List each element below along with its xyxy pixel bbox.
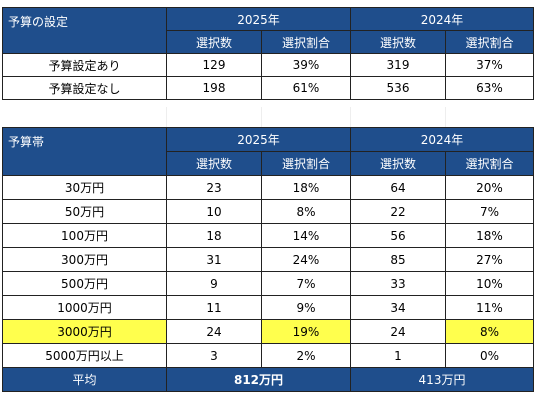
table2-subheader: 選択割合: [261, 151, 351, 176]
row-label: 50万円: [2, 199, 167, 224]
cell: 7%: [261, 271, 351, 296]
row-label: 500万円: [2, 271, 167, 296]
cell: 27%: [445, 247, 534, 272]
table1-subheader: 選択割合: [445, 30, 534, 54]
table-row: 5000万円以上 3 2% 1 0%: [2, 343, 534, 368]
row-label: 300万円: [2, 247, 167, 272]
row-label: 予算設定あり: [2, 53, 167, 77]
table-row: 100万円 18 14% 56 18%: [2, 223, 534, 248]
row-label: 1000万円: [2, 295, 167, 320]
cell: 319: [350, 53, 446, 77]
cell: 14%: [261, 223, 351, 248]
table1-year-2024-header: 2024年: [350, 7, 534, 31]
cell: 11%: [445, 295, 534, 320]
row-label: 100万円: [2, 223, 167, 248]
cell: 63%: [445, 76, 534, 100]
table-row: 1000万円 11 9% 34 11%: [2, 295, 534, 320]
average-2024: 413万円: [350, 367, 534, 392]
cell: 9%: [261, 295, 351, 320]
table-row: 30万円 23 18% 64 20%: [2, 175, 534, 200]
cell: 18%: [445, 223, 534, 248]
table2-subheader: 選択数: [350, 151, 446, 176]
average-label: 平均: [2, 367, 167, 392]
cell: 34: [350, 295, 446, 320]
cell: 39%: [261, 53, 351, 77]
cell: 18: [166, 223, 262, 248]
table1-subheader: 選択数: [350, 30, 446, 54]
cell: 2%: [261, 343, 351, 368]
cell: 129: [166, 53, 262, 77]
cell: 0%: [445, 343, 534, 368]
table-row-highlighted: 3000万円 24 19% 24 8%: [2, 319, 534, 344]
cell: 85: [350, 247, 446, 272]
row-label: 予算設定なし: [2, 76, 167, 100]
table2-corner-header: 予算帯: [2, 127, 167, 176]
cell: 24: [166, 319, 262, 344]
cell: 8%: [445, 319, 534, 344]
cell: 23: [166, 175, 262, 200]
table-row: 300万円 31 24% 85 27%: [2, 247, 534, 272]
row-label: 3000万円: [2, 319, 167, 344]
budget-range-table: 予算帯 2025年 2024年 選択数 選択割合 選択数 選択割合 30万円 2…: [2, 127, 534, 392]
cell: 11: [166, 295, 262, 320]
table2-subheader: 選択数: [166, 151, 262, 176]
table1-subheader: 選択割合: [261, 30, 351, 54]
table2-year-2024-header: 2024年: [350, 127, 534, 152]
table1-corner-header: 予算の設定: [2, 7, 167, 54]
cell: 20%: [445, 175, 534, 200]
cell: 61%: [261, 76, 351, 100]
row-label: 30万円: [2, 175, 167, 200]
cell: 64: [350, 175, 446, 200]
cell: 536: [350, 76, 446, 100]
table-row: 予算設定なし 198 61% 536 63%: [2, 76, 534, 100]
table-row: 予算設定あり 129 39% 319 37%: [2, 53, 534, 77]
table2-subheader: 選択割合: [445, 151, 534, 176]
row-label: 5000万円以上: [2, 343, 167, 368]
cell: 1: [350, 343, 446, 368]
cell: 8%: [261, 199, 351, 224]
cell: 10%: [445, 271, 534, 296]
table-row: 500万円 9 7% 33 10%: [2, 271, 534, 296]
cell: 10: [166, 199, 262, 224]
cell: 24%: [261, 247, 351, 272]
cell: 33: [350, 271, 446, 296]
cell: 24: [350, 319, 446, 344]
cell: 56: [350, 223, 446, 248]
spacer-row: [2, 107, 533, 127]
table1-year-2025-header: 2025年: [166, 7, 351, 31]
average-2025: 812万円: [166, 367, 351, 392]
cell: 37%: [445, 53, 534, 77]
table-row: 50万円 10 8% 22 7%: [2, 199, 534, 224]
cell: 31: [166, 247, 262, 272]
cell: 3: [166, 343, 262, 368]
cell: 22: [350, 199, 446, 224]
cell: 18%: [261, 175, 351, 200]
table2-year-2025-header: 2025年: [166, 127, 351, 152]
budget-setting-table: 予算の設定 2025年 2024年 選択数 選択割合 選択数 選択割合 予算設定…: [2, 7, 534, 100]
average-row: 平均 812万円 413万円: [2, 367, 534, 392]
cell: 7%: [445, 199, 534, 224]
table1-subheader: 選択数: [166, 30, 262, 54]
cell: 198: [166, 76, 262, 100]
cell: 9: [166, 271, 262, 296]
cell: 19%: [261, 319, 351, 344]
